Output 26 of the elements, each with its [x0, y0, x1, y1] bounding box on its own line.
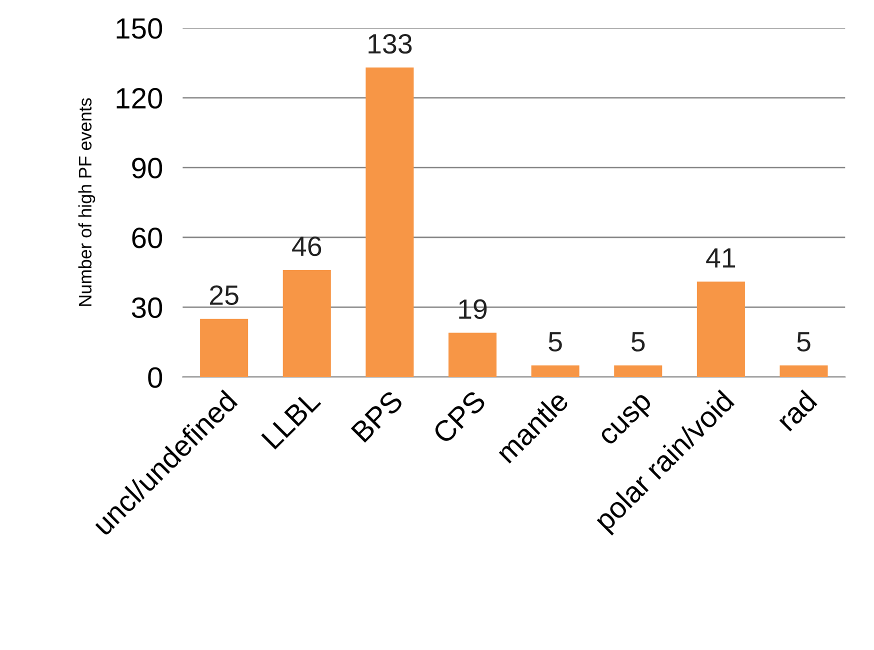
bar — [614, 365, 662, 377]
data-label: 133 — [368, 34, 412, 54]
data-label: 25 — [210, 285, 238, 305]
data-label: 5 — [797, 332, 810, 352]
y-tick-label: 0 — [148, 367, 162, 388]
y-axis-title: Number of high PF events — [78, 98, 96, 306]
x-tick-label: rad — [775, 389, 818, 432]
data-label: 41 — [706, 248, 736, 268]
bar — [696, 282, 745, 377]
data-label: 19 — [459, 299, 487, 319]
bar — [200, 318, 248, 377]
y-tick-label: 60 — [132, 228, 162, 248]
data-label: 5 — [548, 332, 562, 352]
y-tick-label: 30 — [132, 297, 162, 318]
y-tick-label: 120 — [116, 88, 162, 109]
x-tick-label: CPS — [432, 390, 487, 445]
data-label: 46 — [292, 236, 322, 256]
y-tick-label: 150 — [116, 18, 162, 39]
bar — [282, 270, 331, 377]
bar — [531, 365, 580, 377]
bar — [780, 365, 828, 377]
data-label: 5 — [632, 332, 645, 352]
bar — [366, 68, 414, 377]
bar — [448, 332, 497, 377]
x-tick-label: cusp — [599, 392, 656, 450]
y-tick-label: 90 — [132, 158, 162, 178]
